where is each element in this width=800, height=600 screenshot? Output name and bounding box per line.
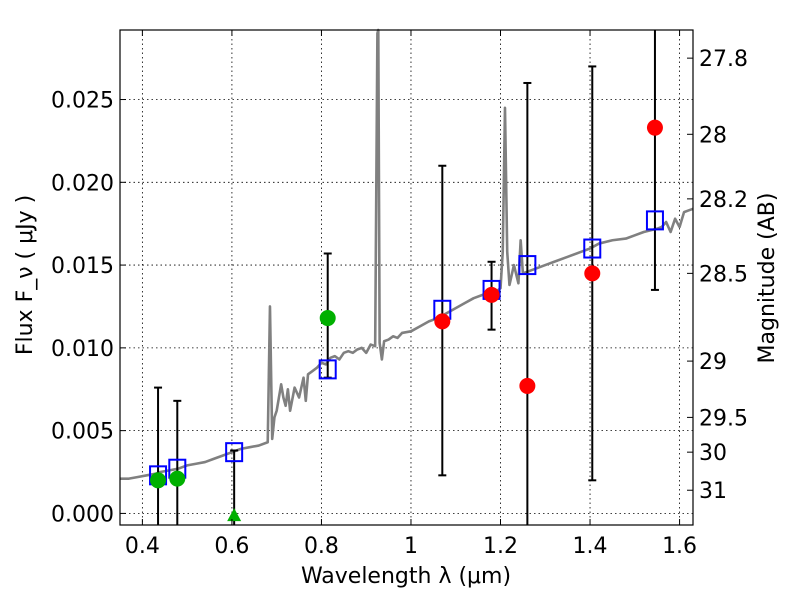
y-right-tick-label: 28.2 xyxy=(699,188,748,213)
y-tick-label: 0.010 xyxy=(51,337,114,362)
x-tick-label: 1.4 xyxy=(573,534,608,559)
y-right-tick-label: 30 xyxy=(699,441,727,466)
y-right-tick-label: 28 xyxy=(699,123,727,148)
y-tick-label: 0.025 xyxy=(51,89,114,114)
y-right-tick-label: 28.5 xyxy=(699,262,748,287)
y-tick-label: 0.005 xyxy=(51,420,114,445)
green-data-point xyxy=(150,472,167,489)
x-tick-label: 1 xyxy=(404,534,418,559)
red-data-point xyxy=(434,313,451,330)
y-tick-label: 0.000 xyxy=(51,502,114,527)
red-data-point xyxy=(519,377,536,394)
model-photometry-square xyxy=(318,359,337,380)
markers xyxy=(149,119,664,522)
model-photometry-square xyxy=(518,255,537,276)
red-data-point xyxy=(584,265,601,282)
y-tick-label: 0.020 xyxy=(51,171,114,196)
y-right-tick-label: 27.8 xyxy=(699,47,748,72)
green-data-point xyxy=(319,310,336,327)
x-tick-label: 1.2 xyxy=(483,534,518,559)
model-photometry-square xyxy=(645,210,664,231)
y-right-tick-label: 29.5 xyxy=(699,406,748,431)
red-data-point xyxy=(646,119,663,136)
sed-model-line xyxy=(120,28,694,480)
red-data-point xyxy=(483,286,500,303)
x-axis-label: Wavelength λ (μm) xyxy=(301,564,511,589)
x-tick-label: 0.6 xyxy=(214,534,249,559)
y-tick-label: 0.015 xyxy=(51,254,114,279)
y-axis-right-label: Magnitude (AB) xyxy=(755,193,780,364)
upper-limit-triangle xyxy=(227,508,242,522)
x-tick-label: 1.6 xyxy=(662,534,697,559)
error-bars xyxy=(154,30,659,525)
ticks: 0.4 0.6 0.8 1 1.2 1.4 1.6 0.000 0.005 0.010 0.015 0… xyxy=(51,30,748,559)
x-tick-label: 0.4 xyxy=(125,534,160,559)
y-right-tick-label: 31 xyxy=(699,479,727,504)
plot-frame xyxy=(119,29,694,526)
x-tick-label: 0.8 xyxy=(304,534,339,559)
y-axis-label: Flux F_ν ( μJy ) xyxy=(13,195,38,355)
green-data-point xyxy=(169,470,186,487)
model-photometry-square xyxy=(583,238,602,259)
grid xyxy=(120,30,693,525)
model-photometry-square xyxy=(225,442,244,463)
y-right-tick-label: 29 xyxy=(699,350,727,375)
model-spectrum xyxy=(120,28,694,480)
